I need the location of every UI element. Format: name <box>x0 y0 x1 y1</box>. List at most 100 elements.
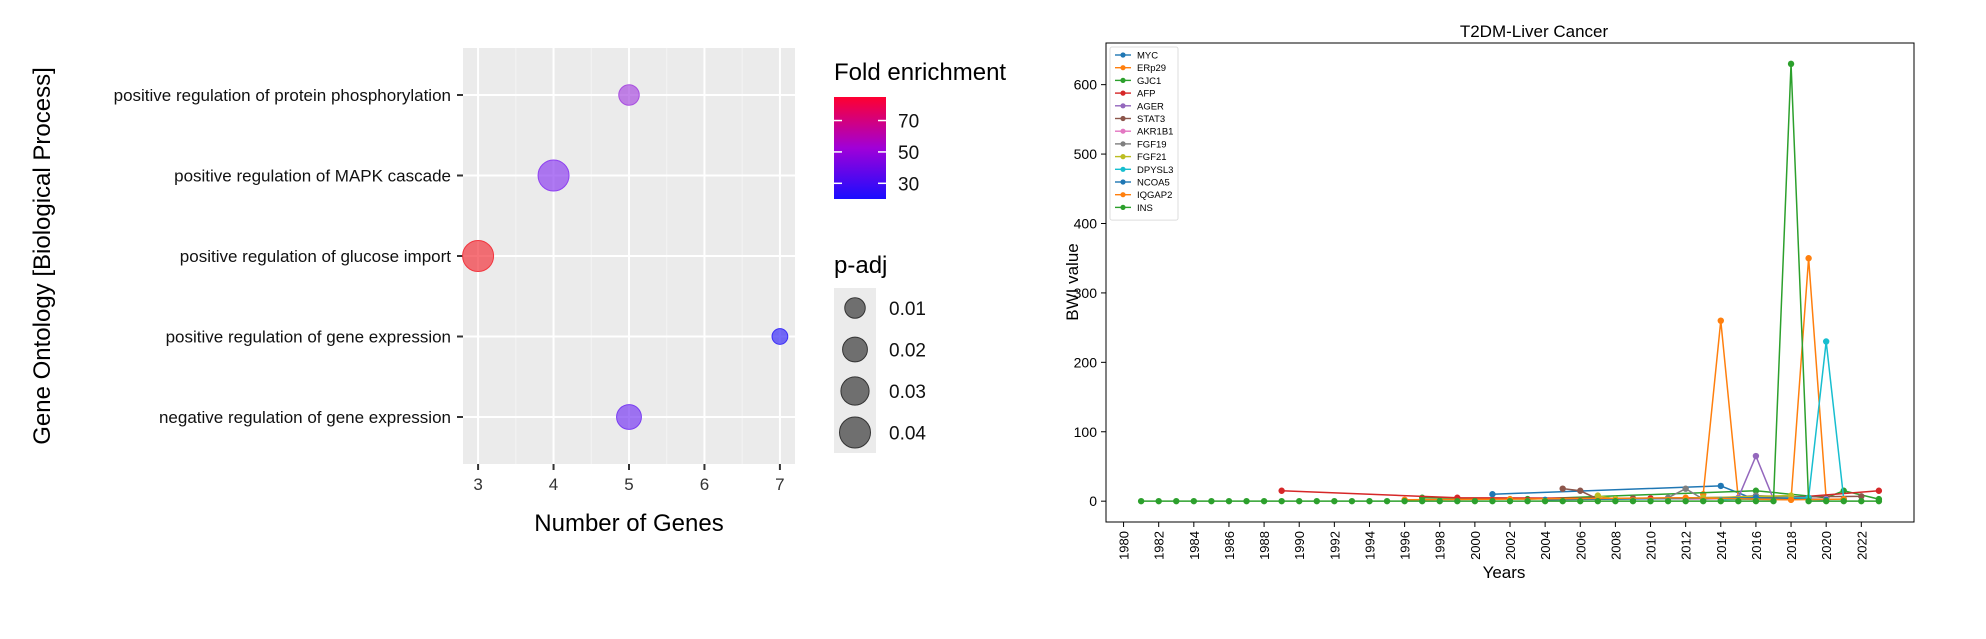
bwi-legend-swatch-marker <box>1120 128 1126 134</box>
bwi-y-ticks: 0 100 200 300 400 500 600 <box>1074 77 1106 509</box>
bwi-y-tick-label: 200 <box>1074 354 1098 370</box>
bwi-data-point <box>1436 497 1443 505</box>
bwi-data-point <box>1735 497 1742 505</box>
bwi-chart-title: T2DM-Liver Cancer <box>1460 22 1609 41</box>
bwi-legend-swatch-marker <box>1120 65 1126 71</box>
bwi-data-point <box>1717 497 1724 505</box>
bwi-data-point <box>1805 255 1812 262</box>
bwi-data-point <box>1752 452 1760 460</box>
go-bubble-chart: positive regulation of protein phosphory… <box>29 48 1006 537</box>
bwi-legend-label: GJC1 <box>1137 76 1161 87</box>
bwi-legend-label: INS <box>1137 203 1153 214</box>
bwi-series-line <box>1720 341 1845 501</box>
p-adj-legend-label: 0.03 <box>889 382 926 403</box>
bwi-data-point <box>1858 497 1865 505</box>
bwi-x-tick-label: 2000 <box>1468 531 1483 560</box>
fold-enrichment-tick-label: 70 <box>898 112 919 133</box>
bwi-data-point <box>1506 497 1514 505</box>
go-x-tick-label: 5 <box>624 475 633 494</box>
bwi-data-point <box>1524 497 1531 505</box>
bwi-legend-swatch-marker <box>1120 154 1126 160</box>
bwi-data-point <box>1366 497 1373 505</box>
bwi-data-point <box>1787 496 1795 503</box>
bwi-data-point <box>1208 497 1215 505</box>
bwi-data-point <box>1489 491 1496 498</box>
go-term-label: positive regulation of glucose import <box>180 247 451 266</box>
bwi-data-point <box>1296 497 1303 505</box>
bwi-data-point <box>1190 497 1198 505</box>
bwi-legend-swatch-marker <box>1120 103 1126 109</box>
bwi-y-tick-label: 100 <box>1074 424 1098 440</box>
bwi-data-point <box>1243 497 1250 505</box>
bwi-x-tick-label: 2008 <box>1608 531 1623 560</box>
p-adj-legend-circle <box>840 376 870 406</box>
bwi-legend-label: AFP <box>1137 89 1155 100</box>
bwi-x-tick-label: 1980 <box>1117 531 1132 560</box>
go-term-label: positive regulation of protein phosphory… <box>114 86 451 105</box>
bwi-y-tick-label: 400 <box>1074 215 1098 231</box>
bwi-x-tick-label: 2012 <box>1679 531 1694 560</box>
fold-enrichment-legend-title: Fold enrichment <box>834 59 1006 86</box>
go-term-label: positive regulation of gene expression <box>166 328 451 347</box>
go-term-labels: positive regulation of protein phosphory… <box>114 86 463 427</box>
bwi-data-point <box>1348 497 1356 505</box>
fold-enrichment-tick-label: 30 <box>898 174 919 195</box>
bwi-x-tick-label: 1992 <box>1327 531 1342 560</box>
bwi-x-tick-label: 2016 <box>1749 531 1764 560</box>
p-adj-legend-circle <box>842 336 868 363</box>
bwi-data-point <box>1278 497 1285 505</box>
go-term-label: positive regulation of MAPK cascade <box>174 167 451 186</box>
bwi-series-lines <box>1137 60 1883 505</box>
bwi-legend-label: MYC <box>1137 51 1158 62</box>
bwi-data-point <box>1700 497 1707 505</box>
p-adj-legend-entries: 0.01 0.02 0.03 0.04 <box>839 297 926 449</box>
bwi-x-tick-label: 1990 <box>1292 531 1307 560</box>
go-x-tick-label: 3 <box>473 475 482 494</box>
bwi-legend-swatch-marker <box>1120 77 1126 83</box>
bwi-data-point <box>1752 487 1760 494</box>
bwi-series-line <box>1141 63 1879 502</box>
bwi-data-point <box>1577 497 1584 505</box>
bwi-data-point <box>1629 497 1637 505</box>
bwi-data-point <box>1559 497 1566 505</box>
bwi-legend-label: AGER <box>1137 101 1164 112</box>
fold-enrichment-colorbar <box>834 97 886 199</box>
p-adj-legend-label: 0.02 <box>889 341 926 362</box>
bwi-x-tick-label: 2010 <box>1644 531 1659 560</box>
bwi-legend-swatch-marker <box>1120 52 1126 58</box>
bwi-y-tick-label: 300 <box>1074 285 1098 301</box>
bwi-data-point <box>1454 497 1461 505</box>
bwi-legend-label: NCOA5 <box>1137 178 1170 189</box>
bwi-line-chart: T2DM-Liver Cancer 0 100 200 300 400 500 600 19… <box>1063 22 1915 582</box>
bwi-legend-label: IQGAP2 <box>1137 190 1172 201</box>
bwi-data-point <box>1489 497 1496 505</box>
go-bubble <box>616 404 642 430</box>
bwi-data-point <box>1401 497 1408 505</box>
bwi-x-tick-label: 1994 <box>1362 531 1377 560</box>
p-adj-legend-label: 0.01 <box>889 299 926 320</box>
bwi-data-point <box>1717 317 1724 324</box>
bwi-data-point <box>1840 497 1847 505</box>
bwi-x-tick-label: 1996 <box>1398 531 1413 560</box>
bwi-x-ticks: 1980 1982 1984 1986 1988 1990 1992 1994 1996 1998… <box>1117 522 1869 560</box>
bwi-data-point <box>1260 497 1268 505</box>
go-y-axis-label: Gene Ontology [Biological Process] <box>29 67 56 445</box>
bwi-data-point <box>1787 60 1795 68</box>
bwi-legend-label: ERp29 <box>1137 63 1166 74</box>
bwi-data-point <box>1682 485 1689 492</box>
bwi-legend-swatch-marker <box>1120 141 1126 147</box>
bwi-x-tick-label: 2022 <box>1854 531 1869 560</box>
bwi-y-tick-label: 600 <box>1074 77 1098 93</box>
go-bubble <box>771 328 789 345</box>
bwi-data-point <box>1822 497 1830 505</box>
bwi-data-point <box>1418 497 1426 505</box>
bwi-data-point <box>1594 497 1602 505</box>
bwi-legend-label: FGF19 <box>1137 139 1167 150</box>
bwi-legend-swatch-marker <box>1120 90 1126 96</box>
bwi-x-tick-label: 1986 <box>1222 531 1237 560</box>
bwi-legend-swatch-marker <box>1120 192 1126 198</box>
bwi-data-point <box>1137 497 1145 505</box>
go-x-tick-label: 6 <box>700 475 709 494</box>
bwi-data-point <box>1541 497 1549 505</box>
bwi-x-tick-label: 2004 <box>1538 531 1553 560</box>
